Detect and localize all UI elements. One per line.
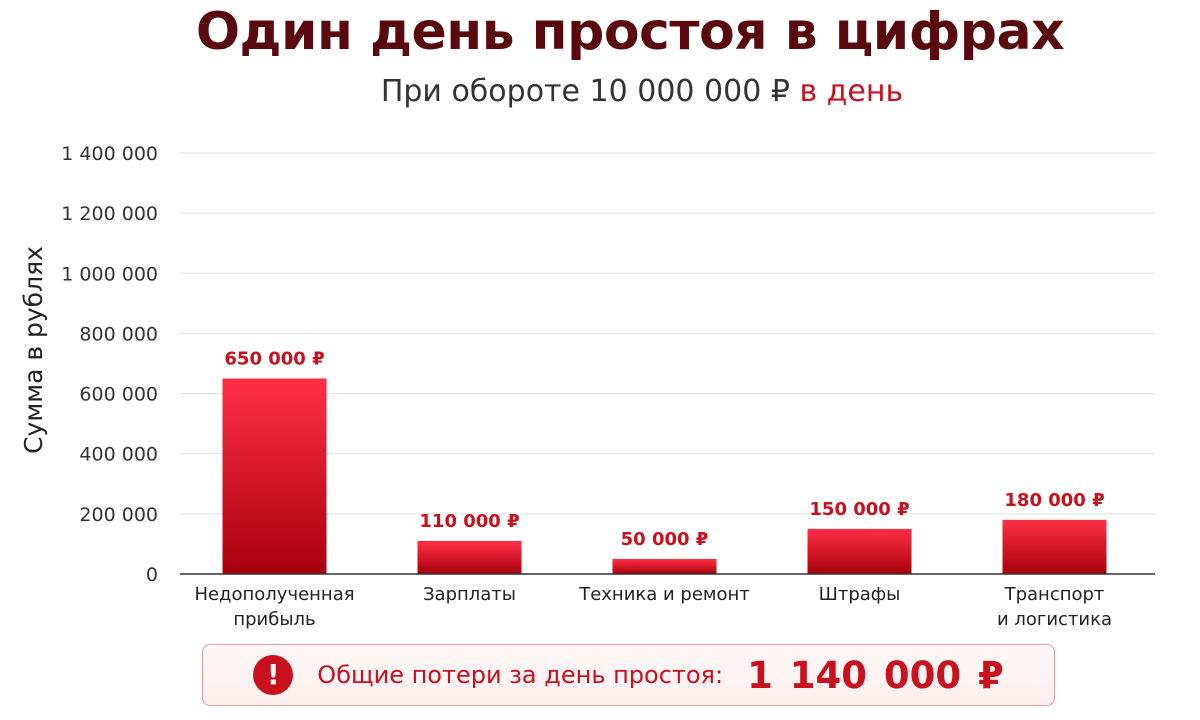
subtitle-accent: в день [799,74,904,109]
data-labels: 650 000 ₽ 110 000 ₽ 50 000 ₽ 150 000 ₽ 180 0… [224,349,1104,550]
grid-lines [180,152,1155,515]
y-tick-label: 600 000 [79,384,158,406]
x-axis-labels: Недополученная прибыль Зарплаты Техника и р… [194,584,1112,630]
y-axis-label: Сумма в рублях [19,246,48,454]
bar [1002,519,1107,574]
y-tick-label: 1 000 000 [61,263,158,285]
total-loss-banner: ! Общие потери за день простоя: 1 140 00… [202,644,1055,706]
bar [417,540,522,574]
chart-title: Один день простоя в цифрах [195,2,1065,62]
bar [222,378,327,574]
x-tick-label: прибыль [233,609,315,630]
bar-chart: 0 200 000 400 000 600 000 800 000 1 000 000 1 … [19,143,1155,630]
bar-value-label: 650 000 ₽ [224,349,324,370]
x-tick-label: Недополученная [194,584,354,605]
bar [612,558,717,574]
bar-value-label: 50 000 ₽ [621,529,709,550]
x-tick-label: и логистика [997,609,1112,630]
bar-value-label: 110 000 ₽ [419,511,519,532]
total-loss-label: Общие потери за день простоя: [317,661,724,689]
y-tick-label: 200 000 [79,504,158,526]
total-loss-value: 1 140 000 ₽ [747,653,1004,697]
y-tick-label: 800 000 [79,323,158,345]
x-tick-label: Транспорт [1004,584,1105,605]
bar-value-label: 150 000 ₽ [809,499,909,520]
exclamation-icon: ! [253,655,294,695]
y-tick-label: 1 200 000 [61,203,158,225]
bars [222,378,1107,574]
y-tick-label: 0 [146,564,158,586]
x-tick-label: Зарплаты [423,584,516,605]
bar [807,528,912,574]
y-tick-label: 400 000 [79,444,158,466]
y-axis-ticks: 0 200 000 400 000 600 000 800 000 1 000 000 1 … [61,143,158,586]
chart-subtitle: При обороте 10 000 000 ₽ в день [0,74,1200,109]
bar-value-label: 180 000 ₽ [1004,490,1104,511]
y-tick-label: 1 400 000 [61,143,158,165]
x-tick-label: Техника и ремонт [578,584,750,605]
subtitle-main: При обороте 10 000 000 ₽ [380,74,790,109]
x-tick-label: Штрафы [819,584,901,605]
